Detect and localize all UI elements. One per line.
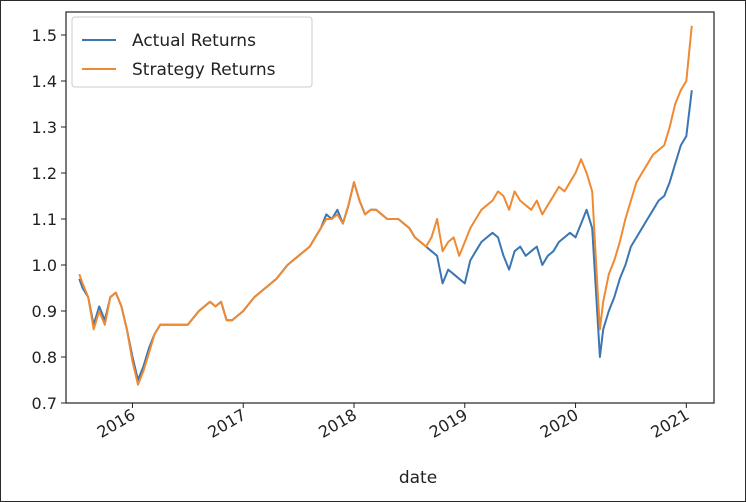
series-line-2 xyxy=(78,25,693,386)
y-tick-label: 0.7 xyxy=(32,394,57,413)
y-tick-label: 1.1 xyxy=(32,210,57,229)
x-tick-label: 2016 xyxy=(94,405,139,442)
y-tick-label: 0.8 xyxy=(32,348,57,367)
legend-label: Strategy Returns xyxy=(132,60,276,80)
legend-label: Actual Returns xyxy=(132,31,256,51)
x-axis: 2016 2017 2018 2019 2020 2021 xyxy=(94,403,693,442)
x-tick-label: 2021 xyxy=(648,405,693,442)
y-tick-label: 1.2 xyxy=(32,164,57,183)
series-line-1 xyxy=(78,90,693,381)
legend: Actual Returns Strategy Returns xyxy=(71,16,313,88)
x-tick-label: 2019 xyxy=(426,405,471,442)
series-layer xyxy=(78,25,693,386)
y-tick-label: 1.4 xyxy=(32,72,57,91)
x-tick-label: 2020 xyxy=(537,405,582,442)
plot-area xyxy=(65,11,715,404)
y-axis: 0.7 0.8 0.9 1.0 1.1 1.2 1.3 1.4 1.5 xyxy=(32,26,66,413)
legend-box xyxy=(71,16,313,88)
x-axis-title: date xyxy=(399,468,437,488)
y-tick-label: 1.3 xyxy=(32,118,57,137)
x-tick-label: 2017 xyxy=(204,405,249,442)
y-tick-label: 1.5 xyxy=(32,26,57,45)
x-tick-label: 2018 xyxy=(315,405,360,442)
y-tick-label: 0.9 xyxy=(32,302,57,321)
y-tick-label: 1.0 xyxy=(32,256,57,275)
